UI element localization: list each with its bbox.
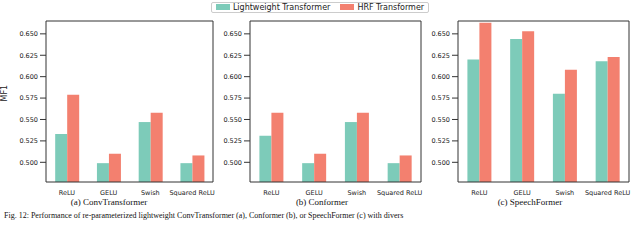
- svg-text:0.650: 0.650: [431, 30, 450, 38]
- svg-text:Swish: Swish: [555, 189, 574, 196]
- svg-text:0.550: 0.550: [223, 116, 242, 124]
- svg-text:0.650: 0.650: [19, 30, 38, 38]
- svg-text:GELU: GELU: [306, 189, 323, 196]
- svg-text:0.525: 0.525: [19, 137, 38, 145]
- svg-text:0.575: 0.575: [223, 94, 242, 102]
- svg-text:0.575: 0.575: [19, 94, 38, 102]
- svg-text:Squared ReLU: Squared ReLU: [377, 189, 423, 196]
- svg-text:0.500: 0.500: [19, 159, 38, 167]
- svg-text:0.600: 0.600: [223, 73, 242, 81]
- html-text:Fig. 12: Performance of re-par: Fig. 12: Performance of re-parameterized…: [4, 211, 404, 220]
- svg-text:0.550: 0.550: [431, 116, 450, 124]
- svg-text:0.500: 0.500: [223, 159, 242, 167]
- svg-text:ReLU: ReLU: [471, 189, 488, 196]
- svg-text:MF1: MF1: [8, 85, 9, 102]
- svg-text:0.625: 0.625: [19, 52, 38, 60]
- html-text:HRF Transformer: HRF Transformer: [357, 2, 425, 12]
- svg-text:0.575: 0.575: [431, 94, 450, 102]
- svg-text:0.625: 0.625: [431, 52, 450, 60]
- svg-text:Squared ReLU: Squared ReLU: [169, 189, 215, 196]
- svg-text:0.600: 0.600: [19, 73, 38, 81]
- svg-text:ReLU: ReLU: [263, 189, 280, 196]
- svg-text:0.550: 0.550: [19, 116, 38, 124]
- svg-text:0.500: 0.500: [431, 159, 450, 167]
- svg-text:0.625: 0.625: [223, 52, 242, 60]
- html-text:(b) Conformer: (b) Conformer: [295, 197, 349, 207]
- svg-text:ReLU: ReLU: [59, 189, 76, 196]
- svg-text:Swish: Swish: [347, 189, 366, 196]
- html-text:(c) SpeechFormer: (c) SpeechFormer: [497, 197, 563, 207]
- svg-text:0.525: 0.525: [223, 137, 242, 145]
- svg-text:0.650: 0.650: [223, 30, 242, 38]
- svg-text:GELU: GELU: [514, 189, 531, 196]
- svg-text:0.600: 0.600: [431, 73, 450, 81]
- svg-text:GELU: GELU: [100, 189, 117, 196]
- svg-text:0.525: 0.525: [431, 137, 450, 145]
- html-text:(a) ConvTransformer: (a) ConvTransformer: [70, 197, 148, 207]
- html-text:Lightweight Transformer: Lightweight Transformer: [232, 2, 331, 12]
- svg-text:Squared ReLU: Squared ReLU: [585, 189, 631, 196]
- svg-text:Swish: Swish: [141, 189, 160, 196]
